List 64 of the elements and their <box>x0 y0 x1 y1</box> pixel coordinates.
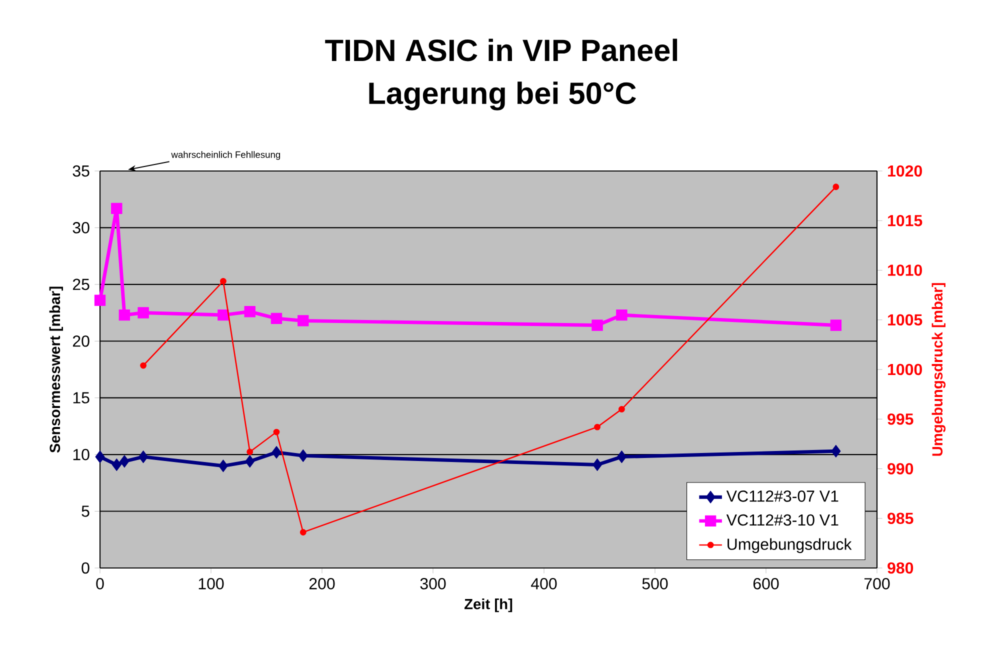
point <box>298 449 308 462</box>
point <box>592 320 603 331</box>
x-tick-label: 700 <box>864 578 890 590</box>
x-axis-title: Zeit [h] <box>464 598 512 612</box>
y-tick-label: 20 <box>72 335 90 347</box>
x-tick-label: 100 <box>198 578 224 590</box>
y-tick-label: 15 <box>73 392 90 404</box>
x-tick-label: 600 <box>753 578 779 590</box>
y-axis-title: Sensormesswert [mbar] <box>49 286 63 453</box>
legend-label: VC112#3-10 V1 <box>726 514 838 526</box>
point <box>273 428 280 436</box>
point <box>246 448 254 456</box>
y2-axis-title: Umgebungsdruck [mbar] <box>932 283 946 456</box>
point <box>594 424 600 430</box>
y2-tick-label: 1015 <box>888 214 922 226</box>
y2-tick-label: 995 <box>888 413 914 425</box>
text: wahrscheinlich Fehllesung <box>171 151 280 160</box>
point <box>140 362 146 369</box>
point <box>138 307 149 318</box>
point <box>218 460 228 472</box>
y-tick-label: 30 <box>72 222 90 234</box>
chart-title: TIDN ASIC in VIP Paneel <box>325 38 678 62</box>
x-tick-label: 200 <box>309 578 335 590</box>
point <box>272 446 282 459</box>
point <box>95 450 105 464</box>
y2-tick-label: 985 <box>888 512 914 524</box>
point <box>111 202 122 214</box>
point <box>618 406 625 412</box>
point <box>832 184 840 190</box>
y-tick-label: 5 <box>82 506 90 517</box>
legend-label: Umgebungsdruck <box>728 538 852 554</box>
x-tick-label: 0 <box>96 578 104 590</box>
point <box>245 455 255 468</box>
point <box>592 458 602 472</box>
y-tick-label: 35 <box>72 165 90 177</box>
y-tick-label: 10 <box>73 448 90 460</box>
y2-tick-label: 990 <box>888 463 914 474</box>
point <box>270 312 282 324</box>
point <box>218 309 229 321</box>
point <box>94 294 106 306</box>
x-tick-label: 400 <box>531 578 557 590</box>
point <box>112 458 122 472</box>
y-tick-label: 0 <box>82 562 90 574</box>
x-tick-label: 300 <box>420 578 446 590</box>
point <box>220 278 226 284</box>
y2-tick-label: 1000 <box>888 364 922 376</box>
point <box>616 309 628 321</box>
point <box>118 309 130 321</box>
x-tick-label: 500 <box>642 578 668 590</box>
y2-tick-label: 1020 <box>888 165 922 177</box>
legend-label: VC112#3-07 V1 <box>726 490 838 502</box>
point <box>298 315 309 326</box>
y2-tick-label: 1010 <box>888 264 922 276</box>
point <box>830 320 842 331</box>
y-tick-label: 25 <box>72 278 90 290</box>
point <box>616 450 626 464</box>
point <box>831 444 841 458</box>
y2-tick-label: 980 <box>888 562 914 574</box>
point <box>120 455 130 468</box>
y2-tick-label: 1005 <box>888 314 922 326</box>
point <box>300 529 306 536</box>
chart-subtitle: Lagerung bei 50°C <box>369 82 636 110</box>
point <box>138 450 148 464</box>
point <box>244 306 256 318</box>
